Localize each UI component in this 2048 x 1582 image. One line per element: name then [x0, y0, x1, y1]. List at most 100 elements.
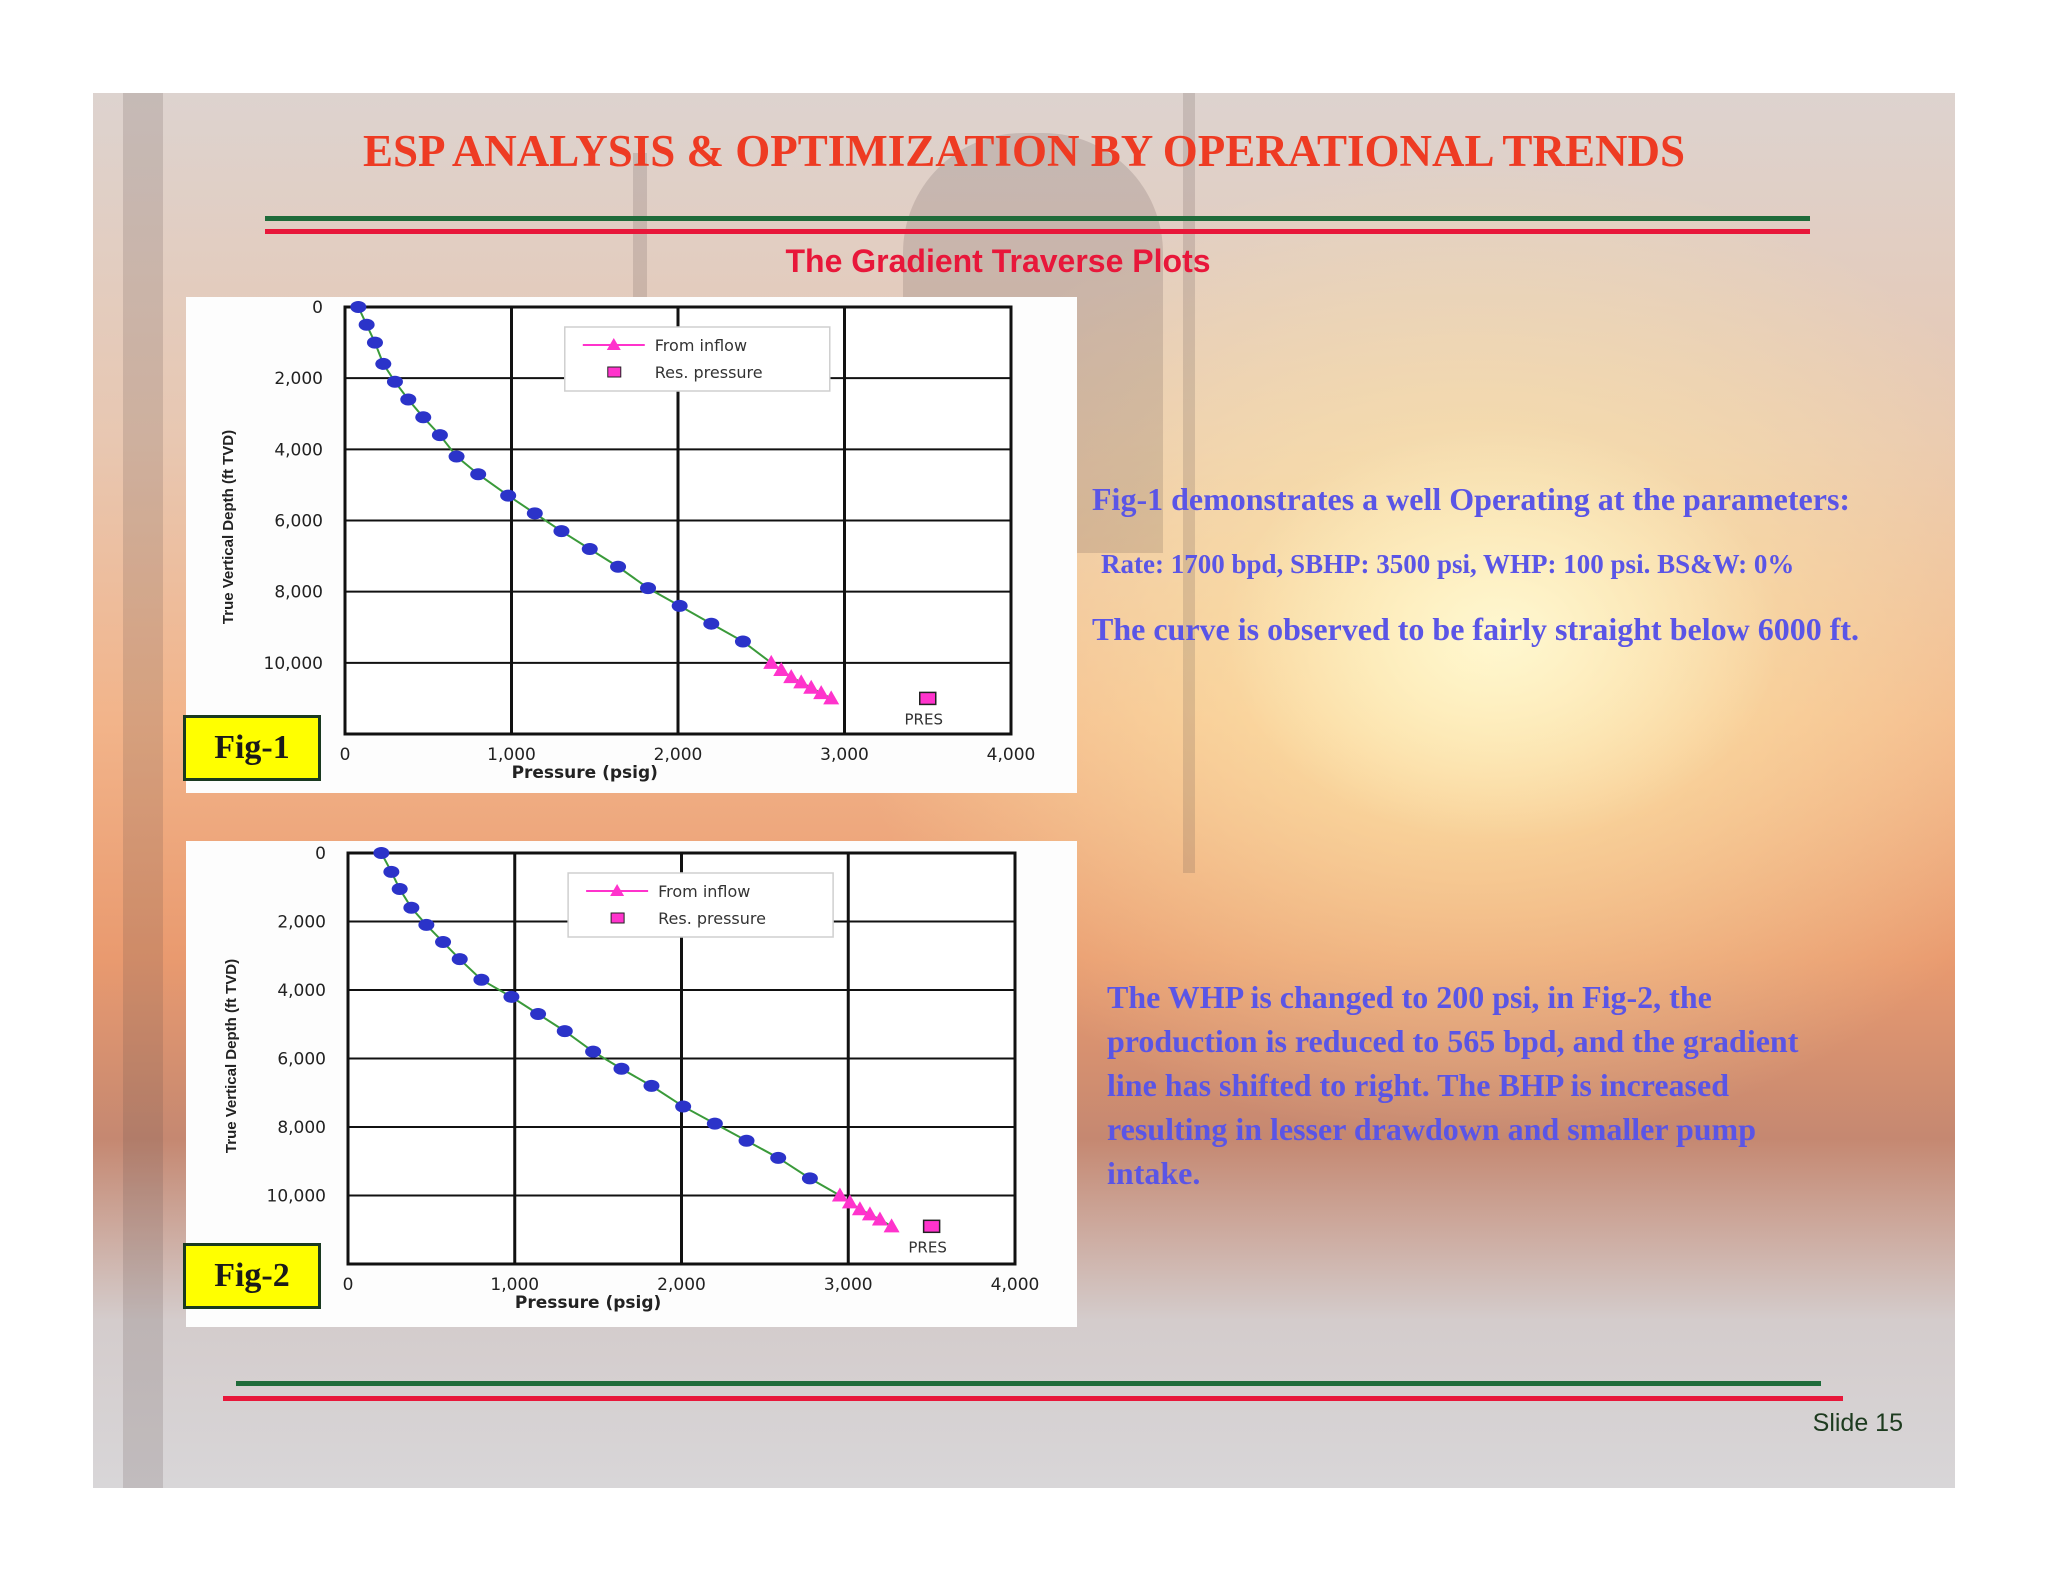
page-title: ESP ANALYSIS & OPTIMIZATION BY OPERATION… [363, 126, 1685, 176]
fig2-description: The WHP is changed to 200 psi, in Fig-2,… [1107, 979, 1799, 1191]
data-point [738, 1134, 755, 1147]
fig1-description-line3: The curve is observed to be fairly strai… [1092, 611, 1860, 647]
data-point [530, 1007, 547, 1020]
y-tick-label: 2,000 [277, 913, 326, 933]
data-point-from-inflow [803, 679, 820, 694]
data-point [470, 468, 487, 481]
data-point [801, 1172, 818, 1185]
data-point [400, 393, 417, 406]
header-rule-green [265, 216, 1810, 221]
data-point [610, 560, 627, 573]
data-point [585, 1045, 602, 1058]
data-point [671, 599, 688, 612]
data-point [431, 429, 448, 442]
legend-box [567, 872, 834, 938]
legend-label-res-pressure: Res. pressure [658, 909, 766, 928]
y-axis-title: True Vertical Depth (ft TVD) [223, 959, 240, 1153]
legend-label-res-pressure: Res. pressure [655, 363, 763, 382]
data-point [473, 973, 490, 986]
data-point [448, 450, 465, 463]
footer-rule-green [236, 1381, 1821, 1386]
footer-rule-red [223, 1396, 1843, 1401]
data-point [386, 375, 403, 388]
header-rule-red [265, 229, 1810, 234]
data-point [640, 582, 657, 595]
res-pressure-point [919, 691, 937, 706]
x-tick-label: 0 [340, 745, 351, 765]
y-tick-label: 4,000 [277, 981, 326, 1001]
y-tick-label: 6,000 [274, 512, 323, 532]
legend-marker-res-pressure [610, 912, 625, 924]
fig1-description-line2: Rate: 1700 bpd, SBHP: 3500 psi, WHP: 100… [1101, 549, 1795, 579]
x-tick-label: 0 [343, 1275, 354, 1295]
data-point-from-inflow [871, 1211, 888, 1226]
data-point [581, 542, 598, 555]
legend-marker-res-pressure [607, 366, 622, 378]
data-point [383, 865, 400, 878]
y-tick-label: 10,000 [267, 1187, 326, 1207]
y-axis-title: True Vertical Depth (ft TVD) [220, 430, 237, 624]
data-point-from-inflow [861, 1206, 878, 1221]
data-point-from-inflow [841, 1194, 858, 1209]
pres-annotation: PRES [905, 710, 943, 728]
legend-label-from-inflow: From inflow [658, 882, 750, 901]
y-tick-label: 6,000 [277, 1050, 326, 1070]
pole-silhouette [1183, 93, 1195, 873]
data-point [770, 1151, 787, 1164]
data-point [418, 918, 435, 931]
data-point-from-inflow [763, 654, 780, 669]
data-point [706, 1117, 723, 1130]
data-point [350, 301, 367, 313]
fig1-label: Fig-1 [183, 715, 321, 781]
x-tick-label: 3,000 [824, 1275, 873, 1295]
res-pressure-point [922, 1219, 941, 1234]
data-point-from-inflow [831, 1187, 848, 1202]
data-point [366, 336, 383, 349]
legend-box [564, 326, 831, 392]
data-point [643, 1079, 660, 1092]
x-tick-label: 1,000 [490, 1275, 539, 1295]
data-point [415, 411, 432, 424]
data-point-from-inflow [783, 669, 800, 684]
data-point [403, 901, 420, 914]
legend-label-from-inflow: From inflow [655, 336, 747, 355]
data-point [391, 882, 408, 895]
data-point [500, 489, 517, 502]
slide-number: Slide 15 [1812, 1409, 1903, 1437]
x-tick-label: 4,000 [991, 1275, 1040, 1295]
legend-marker-from-inflow [610, 884, 625, 896]
data-point [435, 936, 452, 949]
data-point [373, 847, 390, 859]
y-tick-label: 4,000 [274, 440, 323, 460]
sun-glow [1223, 423, 1783, 843]
y-tick-label: 8,000 [274, 583, 323, 603]
x-tick-label: 4,000 [987, 745, 1036, 765]
data-point [375, 357, 392, 370]
data-point-from-inflow [813, 685, 830, 700]
data-point-from-inflow [883, 1218, 900, 1233]
data-point [358, 318, 375, 331]
data-point [675, 1100, 692, 1113]
data-point [613, 1062, 630, 1075]
data-point-from-inflow [793, 674, 810, 689]
derrick-left-silhouette [123, 93, 163, 1488]
data-point [703, 617, 720, 630]
fig1-chart: 0 1,000 2,000 3,000 4,000 0 2,000 4,000 6,000 8,0… [220, 298, 1036, 783]
figure-2-panel: 0 1,000 2,000 3,000 4,000 0 2,000 4,000 6,000 8,0… [186, 841, 1077, 1327]
y-tick-label: 2,000 [274, 369, 323, 389]
x-axis-title: Pressure (psig) [515, 1293, 661, 1313]
data-point [734, 635, 751, 648]
pres-annotation: PRES [908, 1238, 946, 1256]
data-point [503, 990, 520, 1003]
section-subtitle: The Gradient Traverse Plots [785, 243, 1211, 279]
data-point-from-inflow [823, 690, 840, 705]
x-axis-title: Pressure (psig) [512, 763, 658, 783]
data-point [451, 953, 468, 966]
x-tick-label: 1,000 [487, 745, 536, 765]
y-tick-label: 0 [315, 844, 326, 864]
y-tick-label: 8,000 [277, 1118, 326, 1138]
fig2-label: Fig-2 [183, 1243, 321, 1309]
x-tick-label: 2,000 [654, 745, 703, 765]
data-point [553, 525, 570, 538]
legend-marker-from-inflow [606, 338, 621, 350]
